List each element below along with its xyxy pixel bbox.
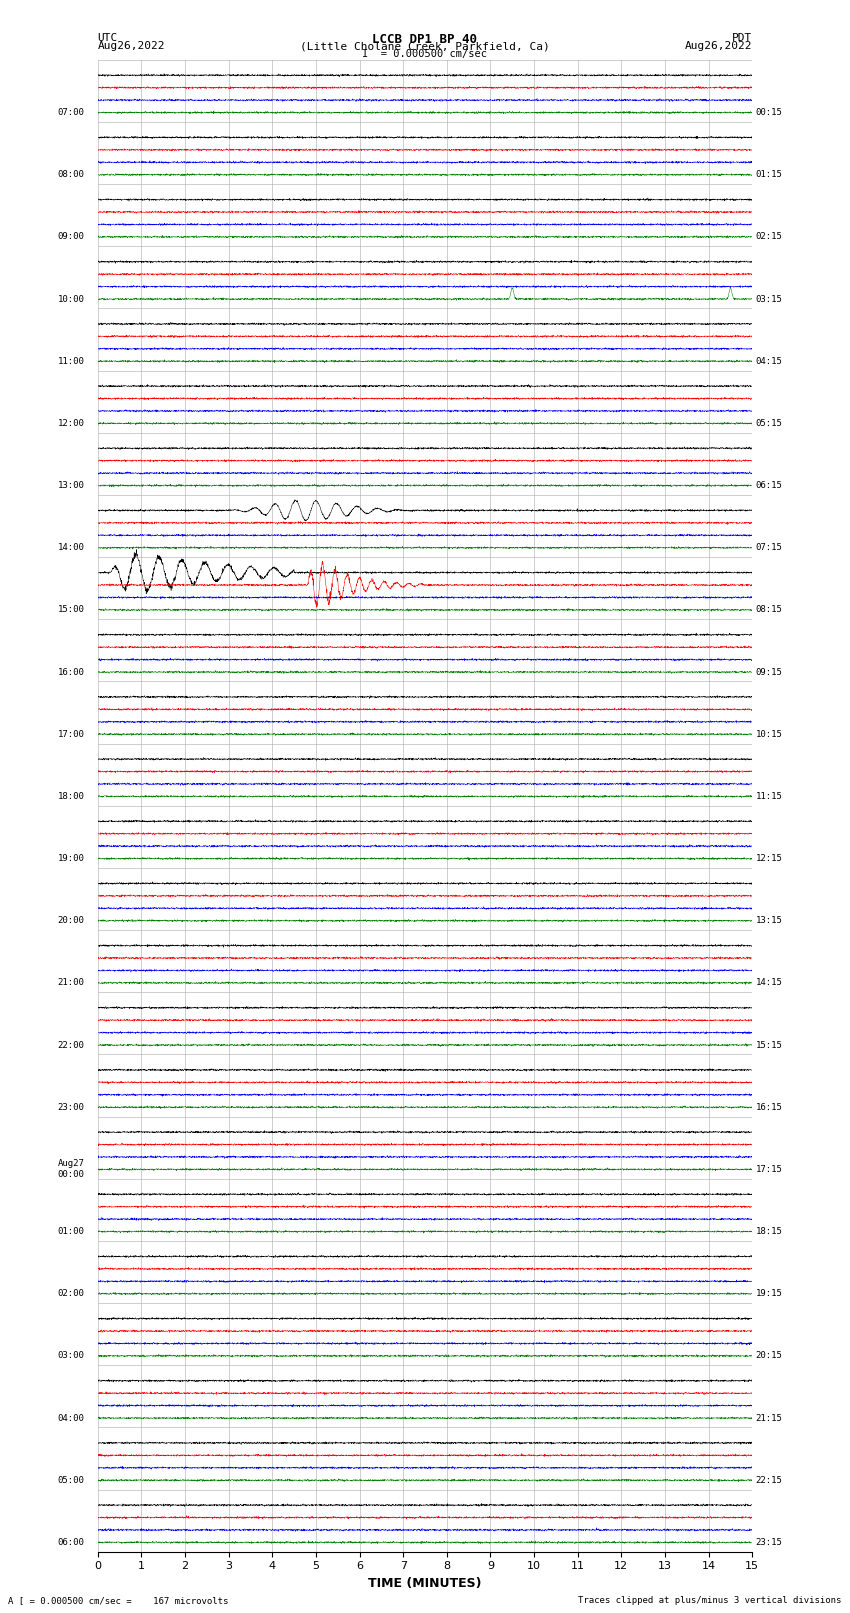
Text: 21:00: 21:00 <box>58 979 85 987</box>
Text: 14:15: 14:15 <box>756 979 782 987</box>
Text: 23:15: 23:15 <box>756 1537 782 1547</box>
Text: 01:00: 01:00 <box>58 1227 85 1236</box>
Text: 08:15: 08:15 <box>756 605 782 615</box>
Text: LCCB DP1 BP 40: LCCB DP1 BP 40 <box>372 32 478 47</box>
Text: A [ = 0.000500 cm/sec =    167 microvolts: A [ = 0.000500 cm/sec = 167 microvolts <box>8 1595 229 1605</box>
Text: 14:00: 14:00 <box>58 544 85 552</box>
Text: 11:00: 11:00 <box>58 356 85 366</box>
Text: PDT: PDT <box>732 32 752 44</box>
Text: 17:15: 17:15 <box>756 1165 782 1174</box>
Text: 15:15: 15:15 <box>756 1040 782 1050</box>
Text: 07:15: 07:15 <box>756 544 782 552</box>
Text: 18:00: 18:00 <box>58 792 85 802</box>
Text: 04:00: 04:00 <box>58 1413 85 1423</box>
Text: 19:00: 19:00 <box>58 853 85 863</box>
Text: 16:15: 16:15 <box>756 1103 782 1111</box>
X-axis label: TIME (MINUTES): TIME (MINUTES) <box>368 1578 482 1590</box>
Text: 02:00: 02:00 <box>58 1289 85 1298</box>
Text: 05:15: 05:15 <box>756 419 782 427</box>
Text: 00:00: 00:00 <box>58 1169 85 1179</box>
Text: 15:00: 15:00 <box>58 605 85 615</box>
Text: 03:15: 03:15 <box>756 295 782 303</box>
Text: 22:15: 22:15 <box>756 1476 782 1484</box>
Text: I  = 0.000500 cm/sec: I = 0.000500 cm/sec <box>362 48 488 58</box>
Text: 10:15: 10:15 <box>756 729 782 739</box>
Text: 20:00: 20:00 <box>58 916 85 926</box>
Text: 22:00: 22:00 <box>58 1040 85 1050</box>
Text: 00:15: 00:15 <box>756 108 782 118</box>
Text: 03:00: 03:00 <box>58 1352 85 1360</box>
Text: 09:00: 09:00 <box>58 232 85 242</box>
Text: 12:00: 12:00 <box>58 419 85 427</box>
Text: 10:00: 10:00 <box>58 295 85 303</box>
Text: 09:15: 09:15 <box>756 668 782 676</box>
Text: 13:15: 13:15 <box>756 916 782 926</box>
Text: 21:15: 21:15 <box>756 1413 782 1423</box>
Text: 23:00: 23:00 <box>58 1103 85 1111</box>
Text: 17:00: 17:00 <box>58 729 85 739</box>
Text: 04:15: 04:15 <box>756 356 782 366</box>
Text: 13:00: 13:00 <box>58 481 85 490</box>
Text: 18:15: 18:15 <box>756 1227 782 1236</box>
Text: Traces clipped at plus/minus 3 vertical divisions: Traces clipped at plus/minus 3 vertical … <box>578 1595 842 1605</box>
Text: 12:15: 12:15 <box>756 853 782 863</box>
Text: UTC: UTC <box>98 32 118 44</box>
Text: 02:15: 02:15 <box>756 232 782 242</box>
Text: 11:15: 11:15 <box>756 792 782 802</box>
Text: 08:00: 08:00 <box>58 171 85 179</box>
Text: 16:00: 16:00 <box>58 668 85 676</box>
Text: 06:00: 06:00 <box>58 1537 85 1547</box>
Text: Aug26,2022: Aug26,2022 <box>98 40 165 52</box>
Text: 19:15: 19:15 <box>756 1289 782 1298</box>
Text: Aug26,2022: Aug26,2022 <box>685 40 752 52</box>
Text: 05:00: 05:00 <box>58 1476 85 1484</box>
Text: 01:15: 01:15 <box>756 171 782 179</box>
Text: Aug27: Aug27 <box>58 1158 85 1168</box>
Text: 07:00: 07:00 <box>58 108 85 118</box>
Text: 20:15: 20:15 <box>756 1352 782 1360</box>
Text: 06:15: 06:15 <box>756 481 782 490</box>
Text: (Little Cholane Creek, Parkfield, Ca): (Little Cholane Creek, Parkfield, Ca) <box>300 40 550 52</box>
